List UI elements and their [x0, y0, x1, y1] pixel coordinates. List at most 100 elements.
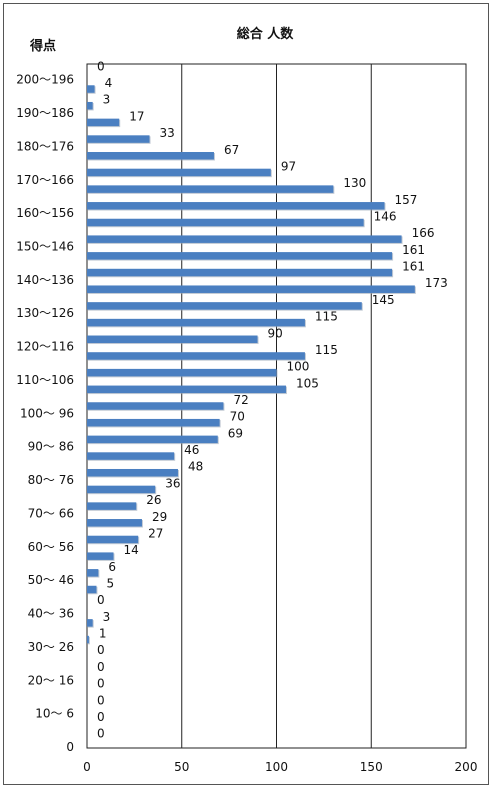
data-label: 161 [402, 260, 425, 274]
bar [87, 519, 142, 527]
data-label: 0 [97, 677, 105, 691]
bar [87, 302, 362, 310]
y-tick-labels: 200～196 190～186 180～176 170～166 160～156 150～1… [16, 73, 74, 754]
bar [87, 218, 364, 227]
y-tick-label: 110～106 [16, 373, 74, 387]
bar [87, 235, 402, 243]
bar [87, 152, 214, 160]
data-label: 130 [343, 176, 366, 190]
bar [87, 385, 286, 394]
y-tick-label: 80～ 76 [28, 473, 74, 487]
data-label: 157 [395, 193, 418, 207]
data-label: 145 [372, 293, 395, 307]
bar [87, 452, 175, 460]
y-tick-label: 200～196 [16, 73, 74, 87]
data-label: 115 [315, 343, 338, 357]
bars [87, 85, 416, 645]
bar [87, 101, 93, 110]
data-label: 69 [228, 426, 243, 440]
data-label: 3 [103, 610, 111, 624]
data-label: 6 [108, 560, 116, 574]
bar [87, 619, 93, 627]
x-tick-label: 200 [455, 760, 478, 774]
data-label: 146 [374, 209, 397, 223]
y-tick-label: 50～ 46 [28, 573, 74, 587]
bar [87, 202, 385, 210]
data-label: 46 [184, 443, 199, 457]
data-label: 29 [152, 510, 167, 524]
x-tick-label: 150 [360, 760, 383, 774]
y-tick-label: 120～116 [16, 340, 74, 354]
bar-shadow [88, 636, 90, 645]
y-tick-label: 140～136 [16, 273, 74, 287]
y-tick-label: 130～126 [16, 306, 74, 320]
bar [87, 335, 258, 344]
data-label: 5 [106, 577, 114, 591]
data-label: 161 [402, 243, 425, 257]
y-tick-label: 30～ 26 [28, 640, 74, 654]
data-label: 3 [103, 93, 111, 107]
bar [87, 585, 97, 594]
data-label: 97 [281, 159, 296, 173]
y-tick-label: 60～ 56 [28, 540, 74, 554]
bar [87, 502, 137, 510]
bar [87, 352, 305, 360]
y-tick-label: 90～ 86 [28, 440, 74, 454]
bar [87, 185, 334, 193]
y-tick-label: 70～ 66 [28, 506, 74, 520]
data-label: 4 [105, 76, 113, 90]
bar [87, 168, 271, 177]
data-label: 26 [146, 493, 161, 507]
bar [87, 435, 218, 444]
bar [87, 368, 277, 377]
data-label: 48 [188, 460, 203, 474]
data-label: 173 [425, 276, 448, 290]
x-tick-label: 100 [265, 760, 288, 774]
data-labels: 0431733679713015714616616116117314511590… [97, 59, 448, 740]
data-label: 36 [165, 476, 180, 490]
x-tick-label: 50 [174, 760, 189, 774]
data-label: 67 [224, 143, 239, 157]
bar [87, 85, 95, 93]
bar [87, 569, 99, 577]
y-tick-label: 190～186 [16, 106, 74, 120]
bar [87, 552, 114, 560]
data-label: 33 [160, 126, 175, 140]
bar [87, 418, 220, 427]
bar [87, 268, 393, 277]
y-tick-label: 180～176 [16, 139, 74, 153]
data-label: 72 [233, 393, 248, 407]
data-label: 0 [97, 593, 105, 607]
data-label: 0 [97, 727, 105, 741]
data-label: 115 [315, 310, 338, 324]
data-label: 1 [99, 627, 107, 641]
bar [87, 468, 178, 477]
data-label: 0 [97, 693, 105, 707]
bar [87, 135, 150, 143]
y-tick-label: 100～ 96 [20, 406, 74, 420]
bar [87, 318, 305, 327]
bar [87, 485, 156, 494]
data-label: 14 [124, 543, 139, 557]
data-label: 70 [230, 410, 245, 424]
data-label: 105 [296, 376, 319, 390]
bar [87, 285, 415, 293]
bar [87, 252, 393, 260]
y-tick-label: 170～166 [16, 173, 74, 187]
y-tick-label: 160～156 [16, 206, 74, 220]
data-label: 0 [97, 710, 105, 724]
y-tick-label: 20～ 16 [28, 673, 74, 687]
data-label: 27 [148, 526, 163, 540]
y-tick-label: 40～ 36 [28, 607, 74, 621]
y-axis-label: 得点 [29, 38, 56, 54]
bar [87, 635, 89, 644]
data-label: 90 [268, 326, 283, 340]
y-tick-label: 150～146 [16, 240, 74, 254]
data-label: 100 [287, 360, 310, 374]
bar [87, 118, 120, 127]
y-tick-label: 10～ 6 [35, 707, 74, 721]
data-label: 0 [97, 660, 105, 674]
x-tick-labels: 0 50 100 150 200 [83, 760, 477, 774]
data-label: 0 [97, 643, 105, 657]
